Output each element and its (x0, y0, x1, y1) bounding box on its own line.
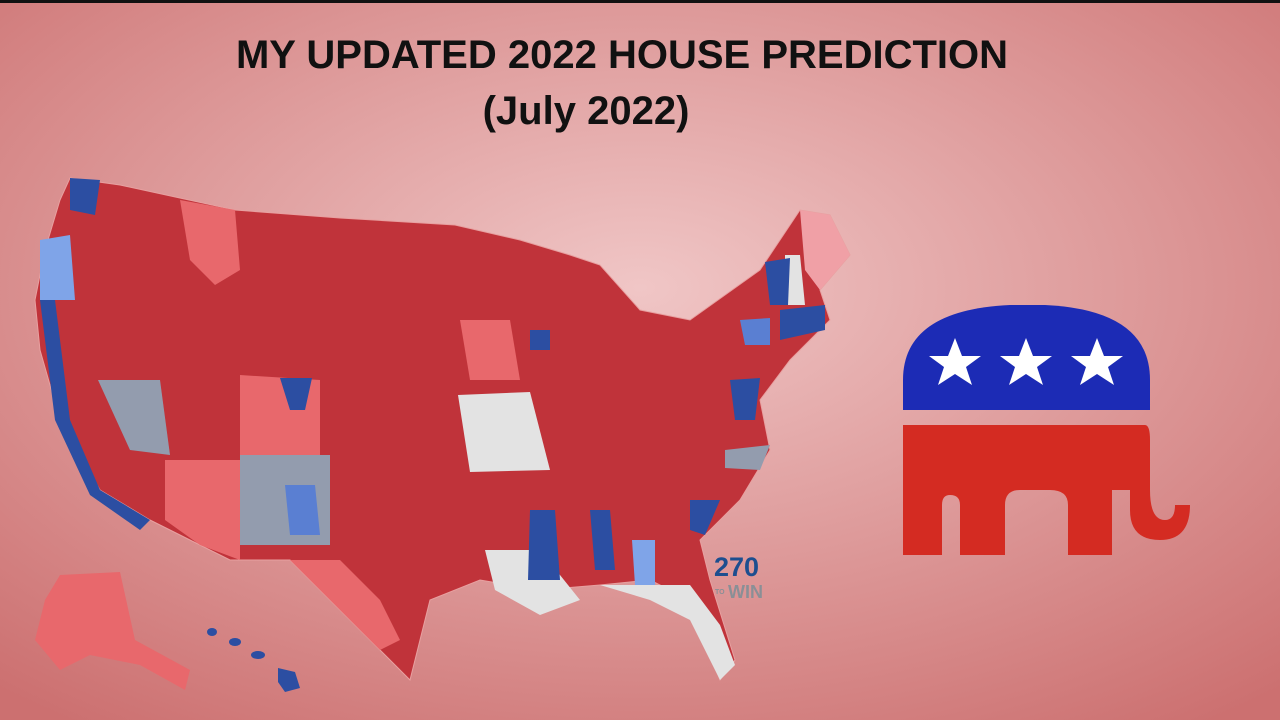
no-data-region (785, 255, 805, 305)
hawaii (207, 628, 300, 692)
logo-number: 270 (714, 552, 759, 582)
dem-region (530, 330, 550, 350)
logo-word: WIN (728, 582, 763, 602)
dem-region (285, 485, 320, 535)
dem-region (632, 540, 655, 585)
lean-region (165, 460, 240, 560)
logo-small: TO (715, 589, 725, 596)
tossup-region (98, 380, 170, 455)
gop-elephant (903, 305, 1190, 555)
alaska (35, 572, 190, 690)
dem-region (780, 305, 825, 340)
tossup-region (725, 445, 770, 470)
dem-region (40, 300, 150, 530)
subtitle: (July 2022) (483, 89, 690, 133)
no-data-region (485, 550, 580, 615)
us-map (34, 177, 851, 682)
270-to-win-logo: 270 TO WIN (714, 552, 763, 602)
dem-region (528, 510, 560, 580)
title: MY UPDATED 2022 HOUSE PREDICTION (236, 33, 1008, 77)
no-data-region (458, 392, 550, 472)
dem-region (40, 235, 75, 300)
dem-region (730, 378, 760, 420)
lean-region (290, 560, 400, 650)
top-border (0, 0, 1280, 3)
dem-region (690, 500, 720, 535)
lean-region (460, 320, 520, 380)
dem-region (590, 510, 615, 570)
dem-region (280, 378, 312, 410)
dem-region (70, 178, 100, 215)
dem-region (765, 258, 790, 305)
lean-region (800, 210, 850, 290)
no-data-region (600, 585, 735, 680)
lean-region (180, 200, 240, 285)
dem-region (740, 318, 770, 345)
